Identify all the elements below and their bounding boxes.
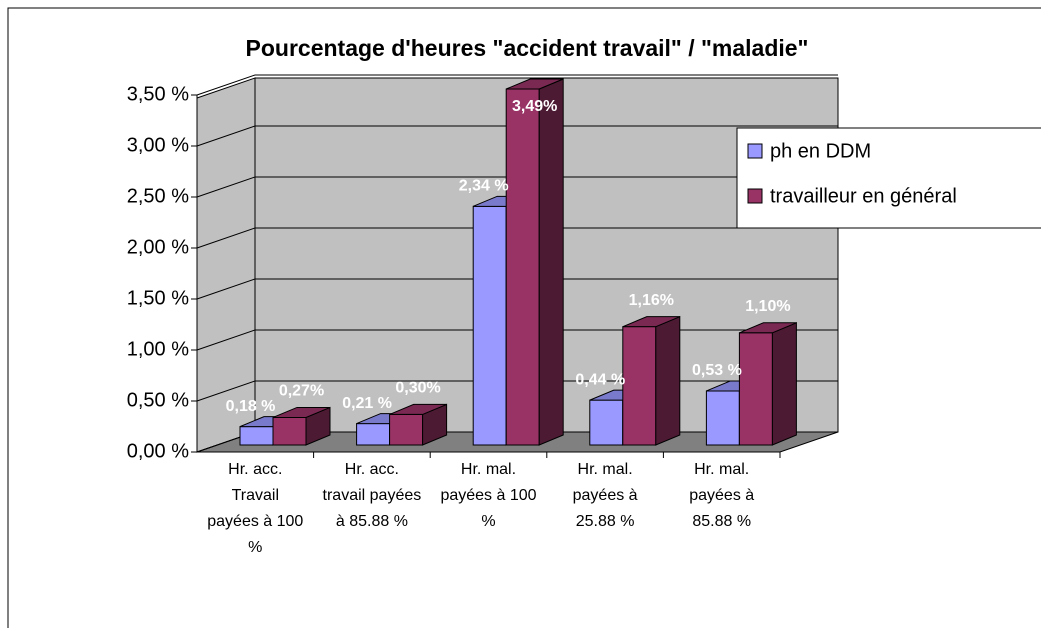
- bar-top: [739, 322, 797, 334]
- y-tick-label: 1,00 %: [127, 338, 189, 360]
- bar-top: [389, 403, 447, 415]
- chart-title: Pourcentage d'heures "accident travail" …: [246, 35, 809, 61]
- bar-front: [589, 399, 624, 446]
- grid-line: [196, 227, 838, 249]
- bar-front: [472, 205, 507, 446]
- grid-line: [196, 176, 838, 198]
- bar-top: [506, 78, 564, 90]
- x-tick-label-box: Hr. mal. payées à 85.88 %: [689, 461, 755, 530]
- bar-front: [738, 332, 773, 446]
- data-label: 2,34 %: [459, 178, 509, 195]
- x-tick-label-box: Hr. acc. Travail payées à 100 %: [207, 461, 304, 556]
- bar-front: [239, 426, 274, 446]
- bar: [505, 78, 564, 446]
- data-label: 0,44 %: [575, 371, 625, 388]
- data-label: 0,53 %: [692, 362, 742, 379]
- grid-line: [196, 278, 838, 300]
- legend-swatch: [747, 188, 763, 204]
- y-tick-label: 0,00 %: [127, 440, 189, 462]
- bar-top: [272, 406, 331, 418]
- x-tick-label: Hr. mal. payées à 25.88 %: [572, 461, 638, 530]
- x-tick-label: Hr. acc. travail payées à 85.88 %: [322, 461, 422, 530]
- y-tick-label: 0,50 %: [127, 389, 189, 411]
- bar-top: [622, 316, 680, 328]
- data-label: 3,49%: [512, 98, 557, 115]
- bar: [389, 403, 448, 446]
- grid-line: [196, 74, 838, 96]
- x-tick-label: Hr. mal. payées à 100 %: [440, 461, 537, 530]
- data-label: 0,30%: [395, 380, 440, 397]
- data-label: 1,16%: [629, 292, 674, 309]
- bar-side: [655, 315, 681, 446]
- legend-items: ph en DDM travailleur en général: [747, 140, 957, 207]
- bar-front: [272, 416, 307, 446]
- bar: [622, 315, 681, 446]
- x-tick-label: Hr. acc. Travail payées à 100 %: [207, 461, 304, 556]
- bar-front: [389, 413, 424, 446]
- bar-front: [705, 390, 740, 446]
- data-label: 0,27%: [279, 383, 324, 400]
- data-label: 1,10%: [745, 298, 790, 315]
- bar-side: [771, 322, 797, 446]
- x-tick-label-box: Hr. acc. travail payées à 85.88 %: [322, 461, 422, 530]
- data-label: 0,18 %: [226, 398, 276, 415]
- y-tick-label: 2,00 %: [127, 236, 189, 258]
- y-tick-label: 1,50 %: [127, 287, 189, 309]
- side-wall: [196, 77, 256, 453]
- x-tick-label-box: Hr. mal. payées à 25.88 %: [572, 461, 638, 530]
- x-tick-label-box: Hr. mal. payées à 100 %: [440, 461, 537, 530]
- y-tick-label: 2,50 %: [127, 185, 189, 207]
- bar-front: [622, 326, 657, 446]
- grid-line: [196, 125, 838, 147]
- bars: 0,18 %0,27% 0,21 %0,30% 2,34 % 3,49% 0,44 % 1…: [226, 78, 797, 446]
- bar-front: [356, 423, 391, 446]
- bar: [272, 406, 331, 446]
- legend: [736, 127, 1041, 229]
- data-label: 0,21 %: [342, 395, 392, 412]
- bar: [738, 322, 797, 446]
- x-tick-label: Hr. mal. payées à 85.88 %: [689, 461, 755, 530]
- legend-label: travailleur en général: [770, 185, 957, 207]
- bar-front: [505, 88, 540, 446]
- y-tick-label: 3,50 %: [127, 83, 189, 105]
- bar-side: [538, 78, 564, 446]
- legend-label: ph en DDM: [770, 140, 871, 162]
- y-tick-label: 3,00 %: [127, 134, 189, 156]
- legend-swatch: [747, 143, 763, 159]
